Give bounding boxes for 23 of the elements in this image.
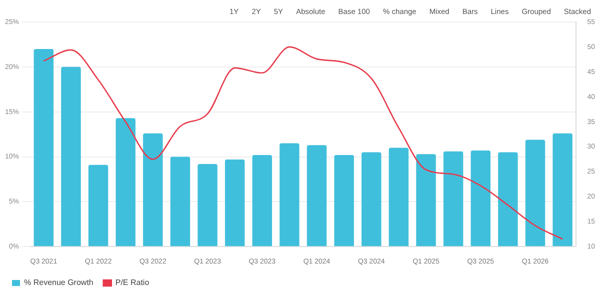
bar xyxy=(170,156,190,246)
bar xyxy=(198,164,218,246)
line-series xyxy=(43,46,564,240)
bar xyxy=(334,154,354,246)
bar xyxy=(388,148,409,246)
bar xyxy=(498,152,518,246)
bar xyxy=(88,164,108,246)
bar xyxy=(61,66,81,246)
bar xyxy=(416,154,436,246)
bar xyxy=(362,152,382,246)
legend-label: % Revenue Growth xyxy=(24,278,94,288)
bar xyxy=(280,143,300,246)
bar xyxy=(224,159,245,246)
bar xyxy=(252,154,272,246)
bar xyxy=(34,48,54,246)
bar xyxy=(306,145,327,246)
bar xyxy=(525,140,546,246)
bar xyxy=(443,151,464,246)
bar xyxy=(470,150,490,246)
bar xyxy=(116,118,136,246)
bar xyxy=(552,133,572,246)
legend-label: P/E Ratio xyxy=(115,278,150,288)
bar xyxy=(143,133,163,246)
